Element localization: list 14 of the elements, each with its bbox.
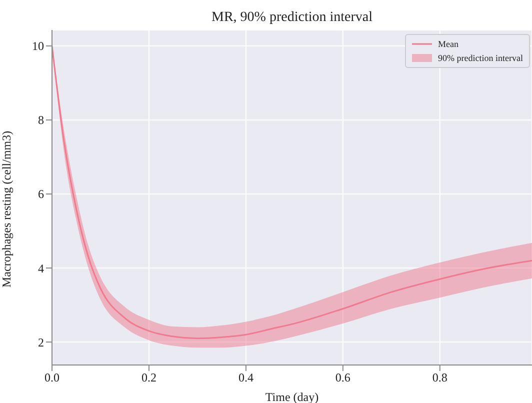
y-tick-label: 6 bbox=[38, 187, 44, 202]
y-tick-label: 8 bbox=[38, 113, 44, 128]
y-axis-title: Macrophages resting (cell/mm3) bbox=[0, 130, 14, 288]
x-tick-label: 0.4 bbox=[238, 370, 254, 385]
x-tick-label: 0.2 bbox=[141, 370, 156, 385]
annotation: 90% prediction interval bbox=[438, 52, 523, 65]
x-tick-label: 0.6 bbox=[335, 370, 350, 385]
x-tick-label: 0.0 bbox=[44, 370, 60, 385]
y-tick-label: 10 bbox=[32, 39, 44, 54]
y-tick-label: 2 bbox=[38, 335, 44, 350]
x-tick-label: 0.8 bbox=[432, 370, 448, 385]
chart-title: MR, 90% prediction interval bbox=[210, 10, 374, 26]
legend-label: Mean bbox=[438, 38, 459, 51]
y-tick-label: 4 bbox=[38, 261, 44, 276]
